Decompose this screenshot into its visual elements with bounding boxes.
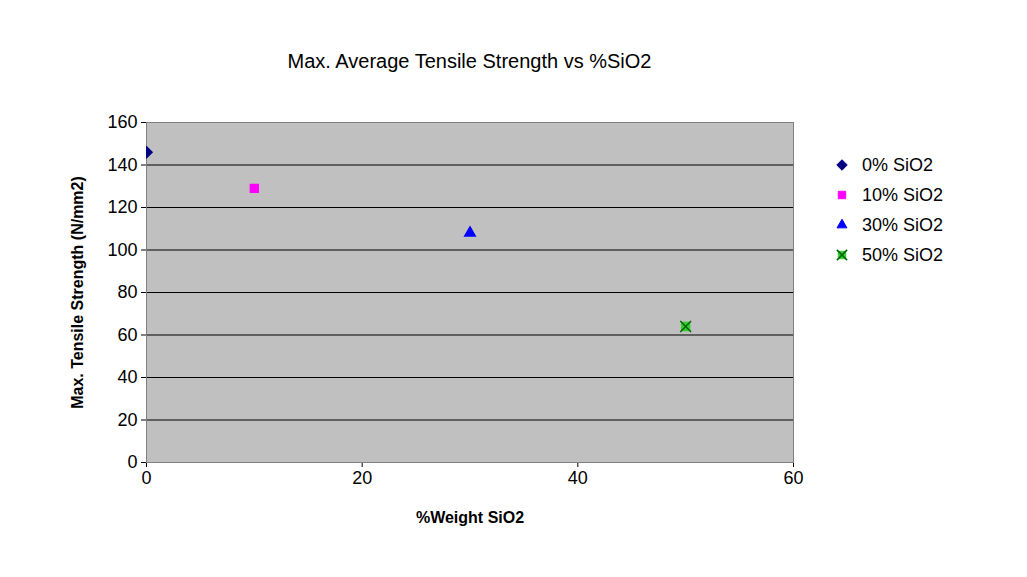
svg-text:40: 40 <box>568 468 588 488</box>
html-text:10% SiO2: 10% SiO2 <box>862 184 943 205</box>
svg-text:140: 140 <box>107 155 137 175</box>
svg-text:120: 120 <box>107 197 137 217</box>
svg-text:0: 0 <box>141 468 151 488</box>
svg-text:60: 60 <box>783 468 803 488</box>
html-text:0% SiO2: 0% SiO2 <box>862 154 933 175</box>
svg-text:100: 100 <box>107 240 137 260</box>
svg-text:60: 60 <box>117 325 137 345</box>
html-text:Max. Average Tensile Strength: Max. Average Tensile Strength vs %SiO2 <box>287 50 652 72</box>
svg-text:80: 80 <box>117 282 137 302</box>
svg-text:20: 20 <box>352 468 372 488</box>
svg-text:40: 40 <box>117 367 137 387</box>
svg-text:%Weight SiO2: %Weight SiO2 <box>416 509 524 526</box>
html-text:30% SiO2: 30% SiO2 <box>862 214 943 235</box>
svg-text:Max. Tensile Strength (N/mm2): Max. Tensile Strength (N/mm2) <box>69 176 86 409</box>
svg-text:160: 160 <box>107 112 137 132</box>
svg-text:20: 20 <box>117 410 137 430</box>
html-text:50% SiO2: 50% SiO2 <box>862 244 943 265</box>
svg-text:0: 0 <box>127 452 137 472</box>
